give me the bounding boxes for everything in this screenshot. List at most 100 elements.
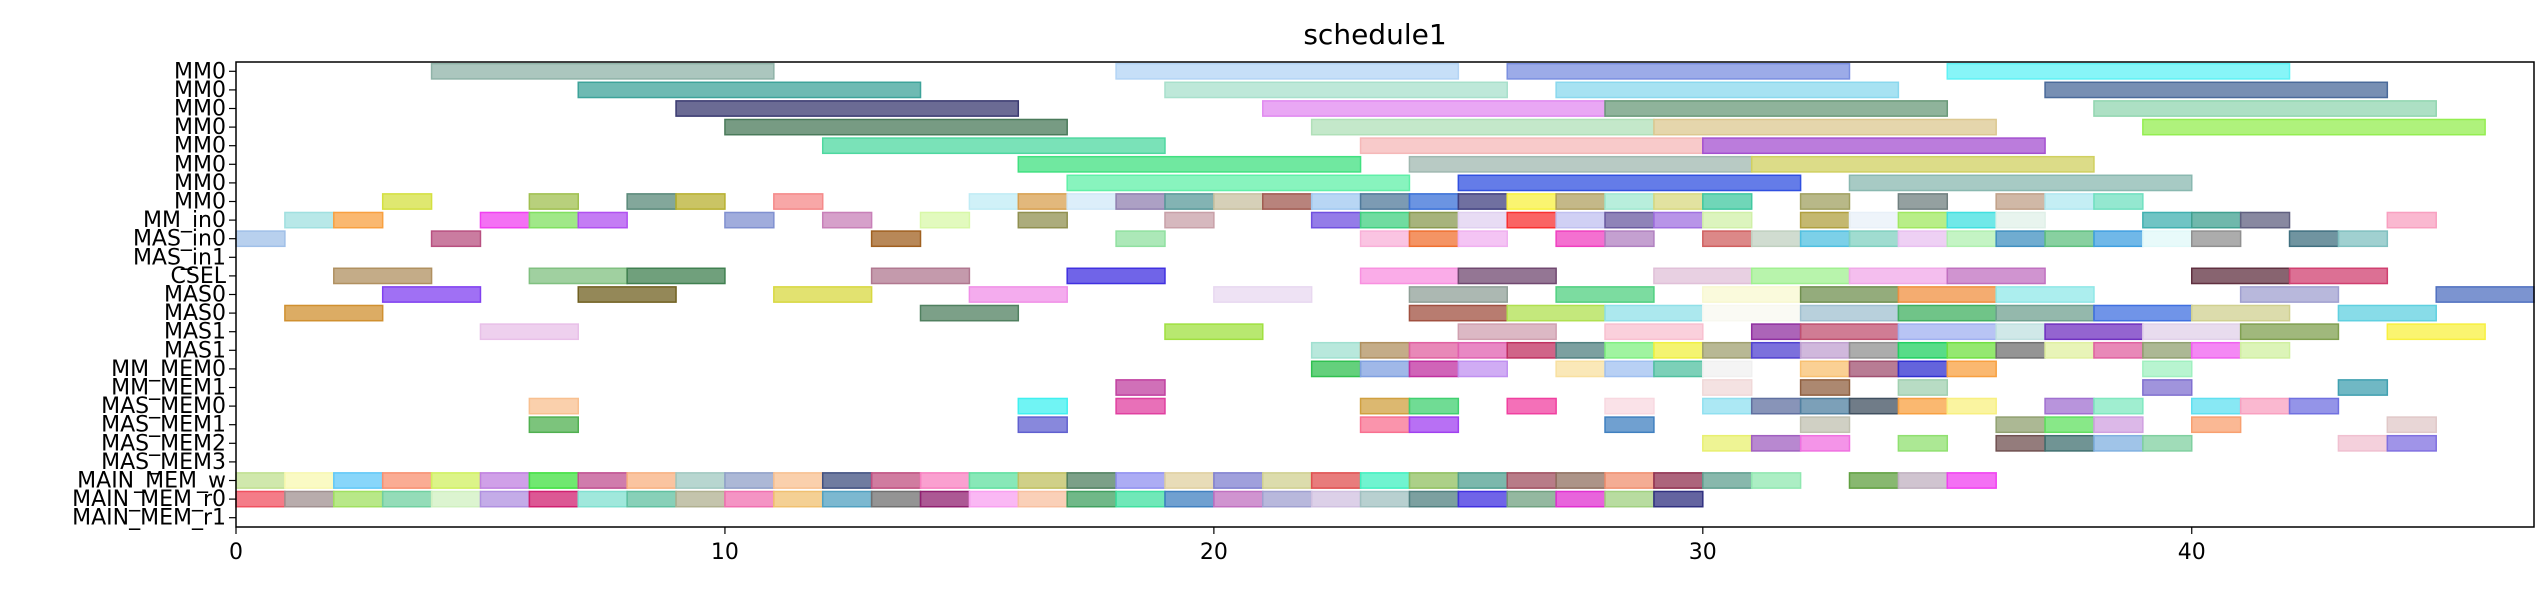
task-bar <box>381 286 482 303</box>
task-bar <box>821 137 1166 155</box>
task-bar <box>2386 434 2437 452</box>
task-bar <box>2239 341 2291 359</box>
task-bar <box>1359 472 1411 489</box>
y-tick-label: MAS_MEM3 <box>101 450 226 475</box>
task-bar <box>528 416 580 434</box>
task-bar <box>1506 472 1557 489</box>
task-bar <box>1359 230 1411 248</box>
task-bar <box>1408 397 1460 415</box>
task-bar <box>870 267 971 285</box>
task-bar <box>968 490 1020 508</box>
task-bar <box>1897 304 1997 322</box>
task-bar <box>1848 341 1900 359</box>
task-bar <box>577 81 922 99</box>
task-bar <box>1750 230 1802 248</box>
task-bar <box>1946 360 1997 378</box>
task-bar <box>1995 230 2046 248</box>
x-tick-label: 40 <box>2178 540 2206 565</box>
task-bar <box>1262 100 1606 117</box>
task-bar <box>773 490 824 508</box>
task-bar <box>1946 62 2291 80</box>
task-bar <box>1457 472 1508 489</box>
task-bar <box>2239 397 2291 415</box>
task-bar <box>1848 472 1900 489</box>
task-bar <box>1702 434 1753 452</box>
task-bar <box>675 193 726 210</box>
task-bar <box>1408 230 1460 248</box>
y-tick-label: MM0 <box>174 152 226 177</box>
task-bar <box>2093 193 2144 210</box>
task-bar <box>1555 81 1900 99</box>
task-bar <box>1750 397 1802 415</box>
task-bar <box>1702 341 1753 359</box>
task-bar <box>821 211 873 229</box>
plot-frame <box>235 61 2535 528</box>
task-bar <box>1066 267 1166 285</box>
y-tick-label: MAS_MEM1 <box>101 413 226 438</box>
task-bar <box>235 230 286 248</box>
task-bar <box>1017 211 1068 229</box>
task-bar <box>1848 267 1949 285</box>
task-bar <box>235 472 286 489</box>
task-bar <box>1457 193 1508 210</box>
y-tick-label: MM0 <box>174 115 226 140</box>
task-bar <box>528 193 580 210</box>
task-bar <box>284 490 335 508</box>
task-bar <box>1066 193 1117 210</box>
task-bar <box>1702 230 1753 248</box>
task-bar <box>2044 81 2389 99</box>
task-bar <box>1359 341 1411 359</box>
task-bar <box>1897 286 1997 303</box>
task-bar <box>1946 211 1997 229</box>
task-bar <box>1995 416 2046 434</box>
task-bar <box>2337 434 2389 452</box>
task-bar <box>1848 174 2193 192</box>
task-bar <box>1799 193 1851 210</box>
x-tick-label: 0 <box>229 540 243 565</box>
task-bar <box>1750 434 1802 452</box>
task-bar <box>2142 211 2193 229</box>
task-bar <box>1995 341 2046 359</box>
task-bar <box>1555 211 1606 229</box>
task-bar <box>1262 490 1313 508</box>
task-bar <box>2093 341 2144 359</box>
task-bar <box>1457 323 1557 341</box>
task-bar <box>1115 397 1166 415</box>
task-bar <box>1457 360 1508 378</box>
task-bar <box>1066 490 1117 508</box>
task-bar <box>1359 416 1411 434</box>
task-bar <box>2190 267 2291 285</box>
task-bar <box>773 472 824 489</box>
task-bar <box>2435 286 2535 303</box>
task-bar <box>1506 397 1557 415</box>
task-bar <box>2044 193 2095 210</box>
task-bar <box>1946 230 1997 248</box>
task-bar <box>1848 360 1900 378</box>
task-bar <box>1702 472 1753 489</box>
task-bar <box>773 193 824 210</box>
task-bar <box>2386 211 2437 229</box>
task-bar <box>1750 155 2095 173</box>
y-tick-label: MAS_MEM0 <box>101 394 226 419</box>
task-bar <box>1555 286 1655 303</box>
task-bar <box>1408 341 1460 359</box>
task-bar <box>577 211 628 229</box>
task-bar <box>1359 360 1411 378</box>
task-bar <box>1017 397 1068 415</box>
task-bar <box>1702 360 1753 378</box>
task-bar <box>1017 490 1068 508</box>
task-bar <box>2142 341 2193 359</box>
task-bar <box>1506 304 1606 322</box>
task-bar <box>1848 397 1900 415</box>
task-bar <box>1702 193 1753 210</box>
task-bar <box>1115 472 1166 489</box>
task-bars <box>235 62 2535 508</box>
task-bar <box>1408 155 1753 173</box>
task-bar <box>1408 490 1460 508</box>
task-bar <box>1457 267 1557 285</box>
task-bar <box>1408 416 1460 434</box>
task-bar <box>1359 397 1411 415</box>
task-bar <box>1653 490 1704 508</box>
task-bar <box>1359 267 1460 285</box>
y-tick-label: MAS_in1 <box>133 245 226 270</box>
